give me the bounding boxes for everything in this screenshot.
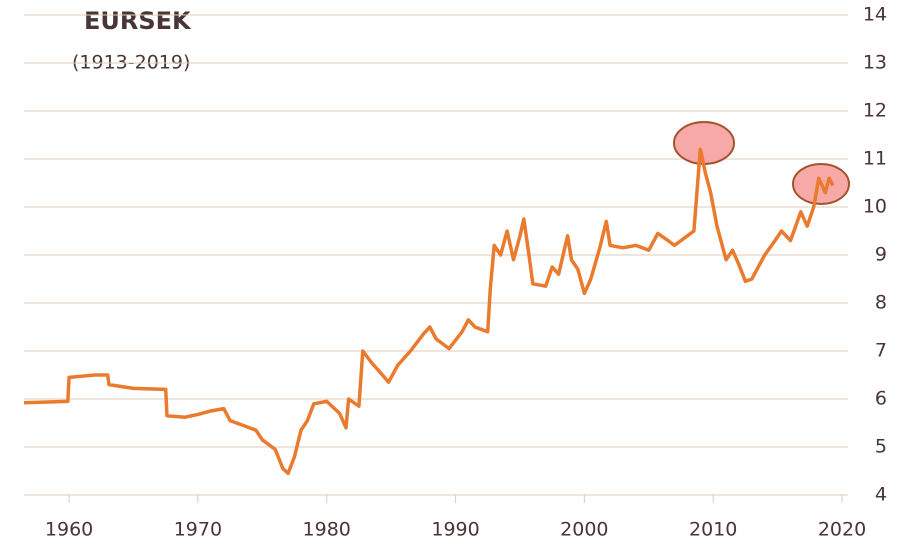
- chart-title: EURSEK: [84, 7, 192, 35]
- y-tick-label: 11: [863, 148, 887, 170]
- y-tick-label: 14: [863, 4, 887, 26]
- grid: [24, 14, 848, 503]
- x-tick-label: 1990: [431, 519, 479, 541]
- y-tick-label: 4: [875, 484, 887, 506]
- y-tick-label: 12: [863, 100, 887, 122]
- x-tick-label: 2020: [818, 519, 866, 541]
- x-tick-label: 1970: [174, 519, 222, 541]
- x-tick-label: 2010: [689, 519, 737, 541]
- x-tick-label: 2000: [560, 519, 608, 541]
- highlight-circle: [673, 121, 735, 165]
- y-tick-label: 10: [863, 196, 887, 218]
- y-tick-label: 6: [875, 388, 887, 410]
- y-tick-label: 5: [875, 436, 887, 458]
- data-line: [23, 147, 835, 476]
- y-tick-label: 8: [875, 292, 887, 314]
- y-tick-label: 13: [863, 52, 887, 74]
- y-tick-label: 7: [875, 340, 887, 362]
- x-tick-label: 1980: [303, 519, 351, 541]
- y-tick-label: 9: [875, 244, 887, 266]
- x-tick-label: 1960: [45, 519, 93, 541]
